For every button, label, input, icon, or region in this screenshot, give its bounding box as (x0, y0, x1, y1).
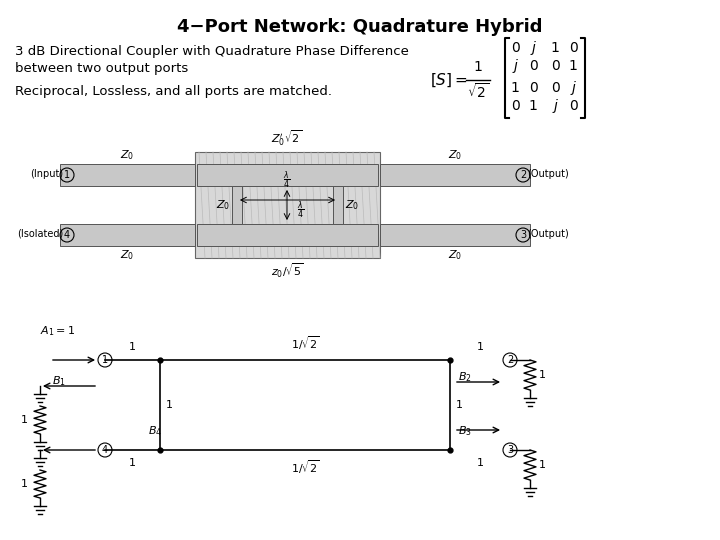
Text: 1: 1 (477, 458, 484, 468)
Text: 1: 1 (569, 59, 577, 73)
Text: 0: 0 (528, 81, 537, 95)
Text: 1: 1 (539, 370, 546, 380)
Text: 1: 1 (474, 60, 482, 74)
Text: $1/\sqrt{2}$: $1/\sqrt{2}$ (291, 334, 320, 352)
Text: 3: 3 (520, 230, 526, 240)
Text: $Z_0$: $Z_0$ (216, 198, 230, 212)
Text: (Isolated): (Isolated) (17, 229, 63, 239)
Text: 0: 0 (551, 81, 559, 95)
Text: 1: 1 (528, 99, 537, 113)
Bar (380, 224, 530, 246)
Text: (Output): (Output) (527, 229, 569, 239)
Text: $\frac{\lambda}{4}$: $\frac{\lambda}{4}$ (284, 170, 291, 191)
Bar (380, 164, 530, 186)
Text: 1: 1 (128, 458, 135, 468)
Bar (60, 164, 195, 186)
Text: $A_1=1$: $A_1=1$ (40, 324, 75, 338)
Text: 4: 4 (64, 230, 70, 240)
Text: 1: 1 (166, 400, 173, 410)
Text: 1: 1 (21, 415, 28, 425)
Text: $B_1$: $B_1$ (52, 374, 66, 388)
Text: 1: 1 (539, 460, 546, 470)
Text: $\frac{\lambda}{4}$: $\frac{\lambda}{4}$ (297, 199, 305, 221)
Text: $Z_0$: $Z_0$ (448, 148, 462, 162)
Text: 2: 2 (520, 170, 526, 180)
Text: 0: 0 (551, 59, 559, 73)
Text: j: j (571, 81, 575, 95)
Text: (Output): (Output) (527, 169, 569, 179)
Text: 2: 2 (507, 355, 513, 365)
Text: 0: 0 (510, 41, 519, 55)
Text: 1: 1 (551, 41, 559, 55)
Text: $B_4$: $B_4$ (148, 424, 162, 438)
Text: $Z_0$: $Z_0$ (120, 148, 134, 162)
Text: Reciprocal, Lossless, and all ports are matched.: Reciprocal, Lossless, and all ports are … (15, 85, 332, 98)
Bar (195, 152, 380, 258)
Text: $B_3$: $B_3$ (458, 424, 472, 438)
Text: 4−Port Network: Quadrature Hybrid: 4−Port Network: Quadrature Hybrid (177, 18, 543, 36)
Text: 1: 1 (64, 170, 70, 180)
Text: 0: 0 (510, 99, 519, 113)
Bar (232, 186, 242, 224)
Text: 0: 0 (569, 41, 577, 55)
Text: 1: 1 (21, 479, 28, 489)
Text: $Z_0$: $Z_0$ (120, 248, 134, 262)
Text: 1: 1 (102, 355, 108, 365)
Text: 0: 0 (528, 59, 537, 73)
Text: $\sqrt{2}$: $\sqrt{2}$ (467, 82, 489, 101)
Text: j: j (513, 59, 517, 73)
Text: (Input): (Input) (30, 169, 63, 179)
Text: 1: 1 (510, 81, 519, 95)
Text: $[S]=$: $[S]=$ (430, 71, 468, 89)
Text: between two output ports: between two output ports (15, 62, 188, 75)
Bar (333, 186, 343, 224)
Text: 0: 0 (569, 99, 577, 113)
Bar (60, 224, 195, 246)
Text: $z_0/\sqrt{5}$: $z_0/\sqrt{5}$ (271, 262, 303, 280)
Text: 1: 1 (456, 400, 463, 410)
Text: 4: 4 (102, 445, 108, 455)
Text: $Z_0$: $Z_0$ (345, 198, 359, 212)
Text: 3 dB Directional Coupler with Quadrature Phase Difference: 3 dB Directional Coupler with Quadrature… (15, 45, 409, 58)
Bar (197, 224, 378, 246)
Text: $Z_0$: $Z_0$ (448, 248, 462, 262)
Bar (197, 164, 378, 186)
Text: j: j (531, 41, 535, 55)
Text: 1: 1 (477, 342, 484, 352)
Text: j: j (553, 99, 557, 113)
Text: 3: 3 (507, 445, 513, 455)
Text: $Z_0'\sqrt{2}$: $Z_0'\sqrt{2}$ (271, 129, 302, 148)
Text: 1: 1 (128, 342, 135, 352)
Text: $B_2$: $B_2$ (458, 370, 472, 384)
Text: $1/\sqrt{2}$: $1/\sqrt{2}$ (291, 458, 320, 476)
